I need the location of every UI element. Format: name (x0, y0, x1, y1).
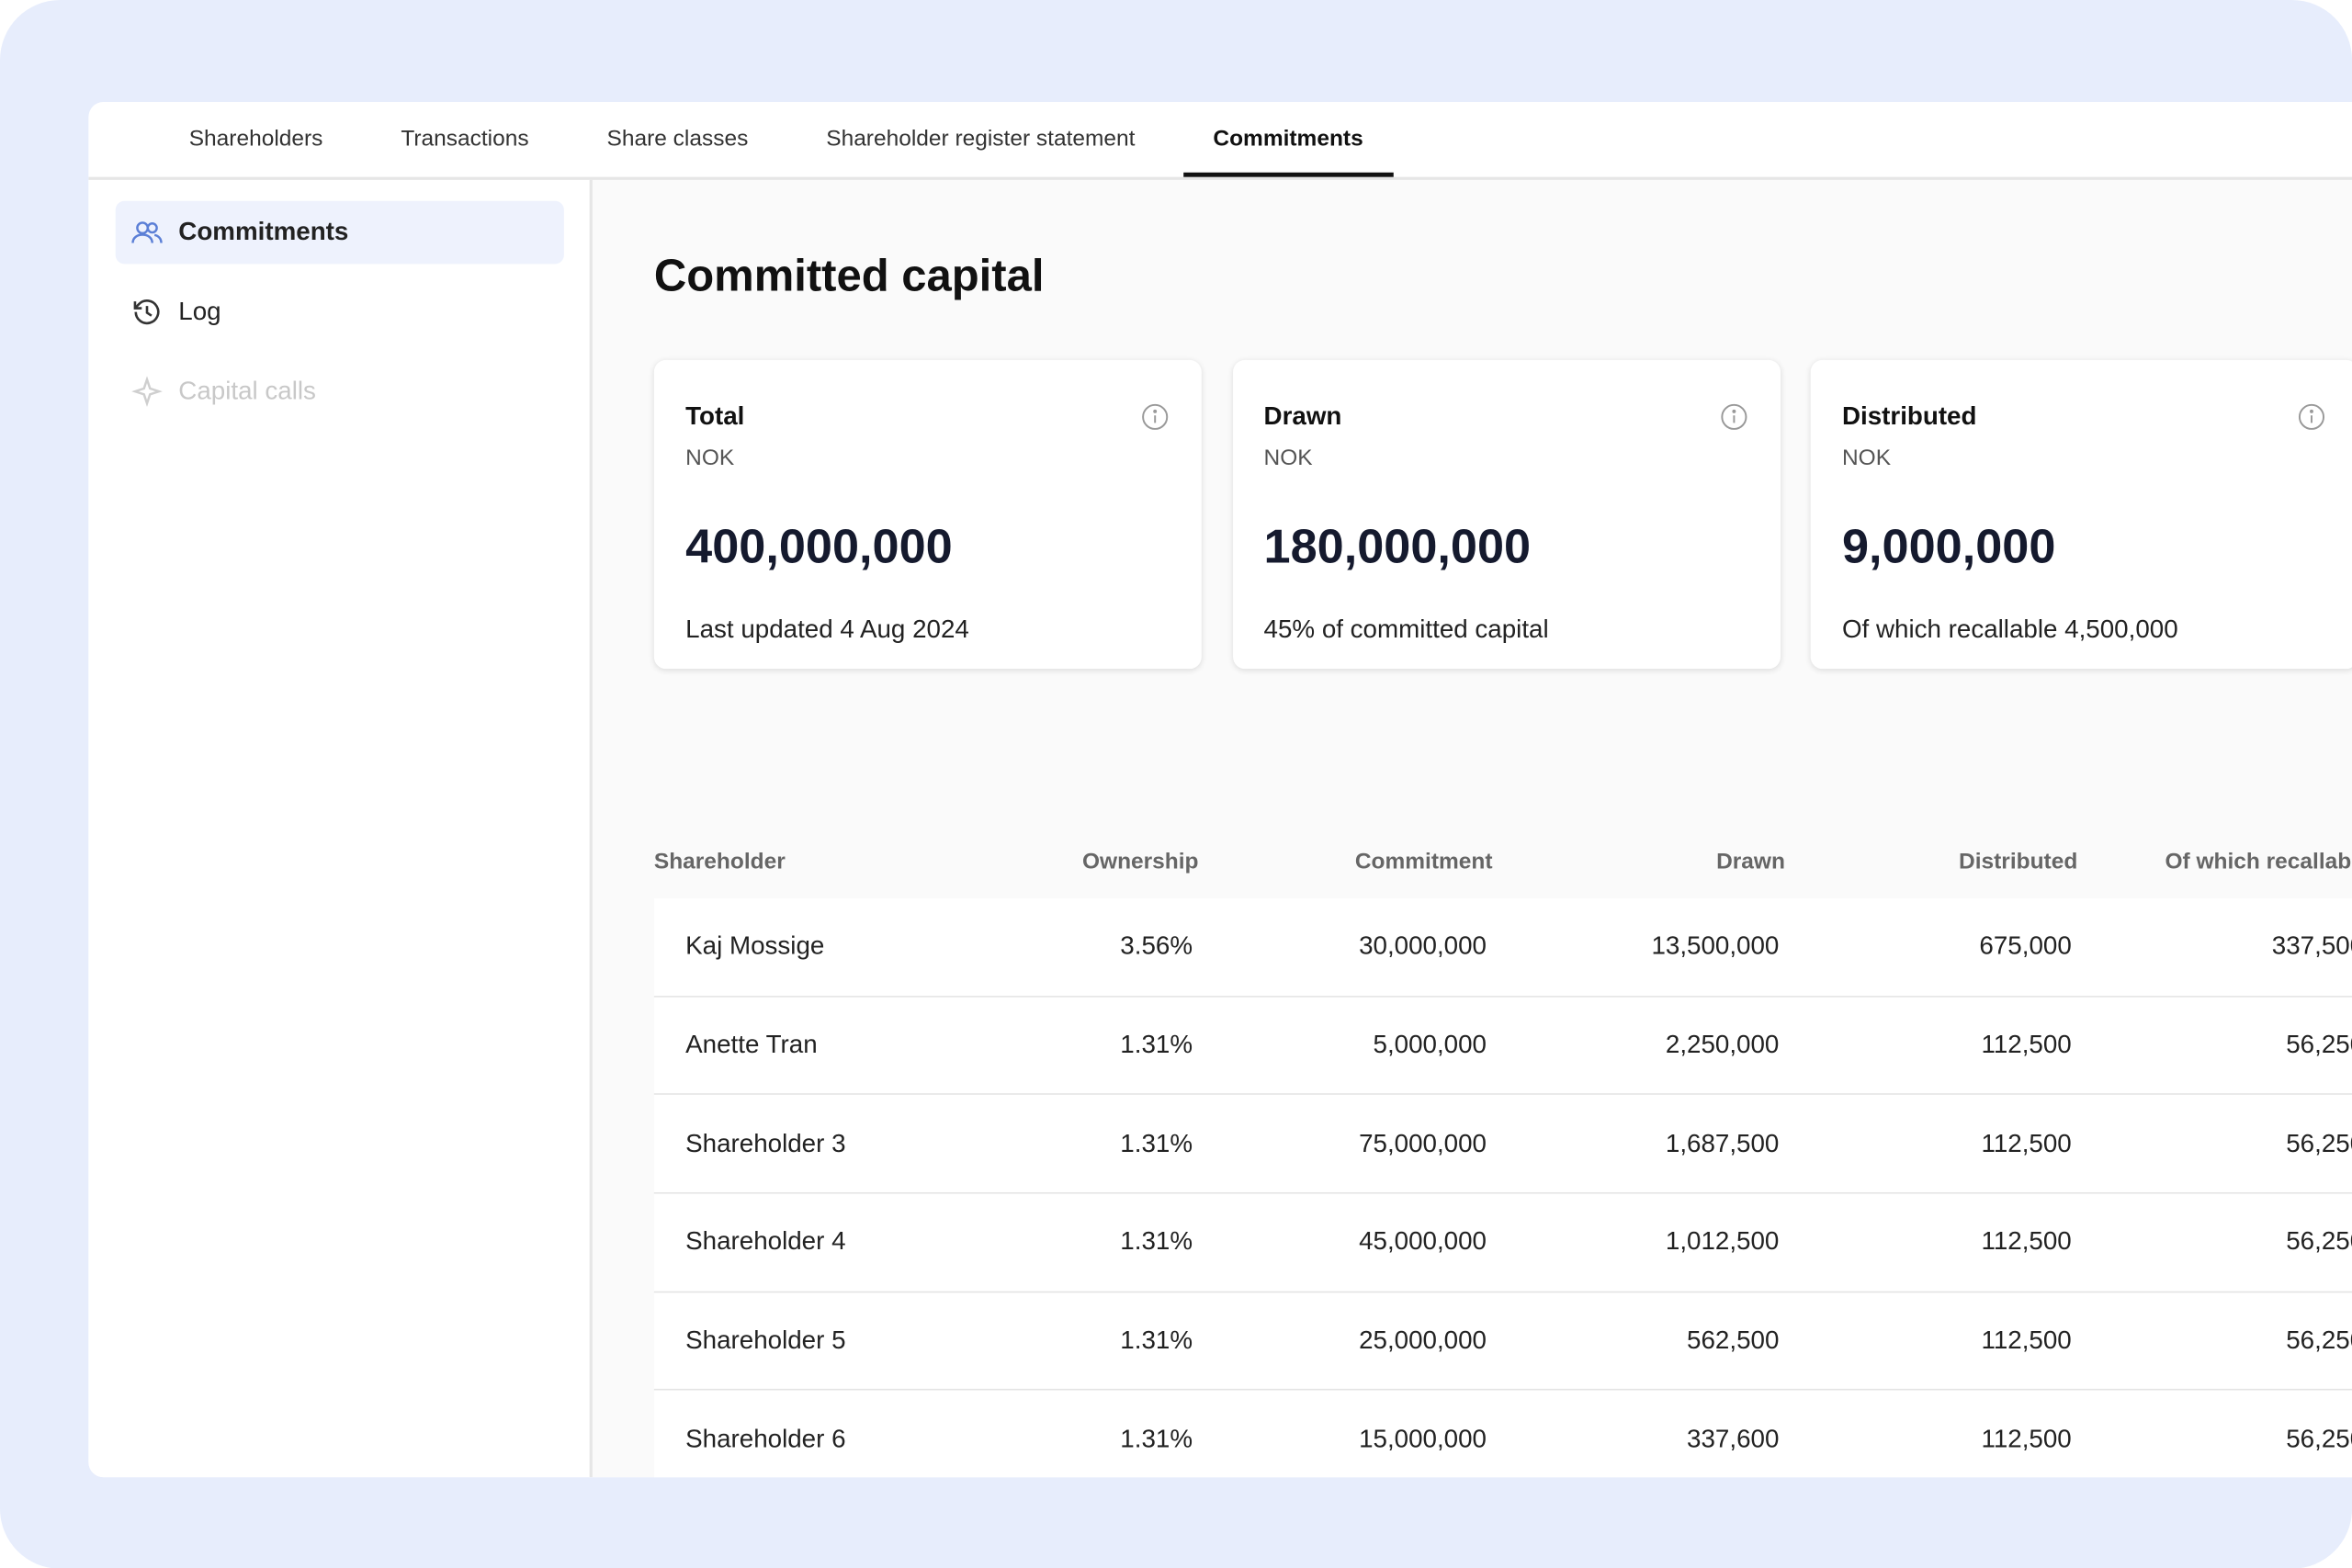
table-cell: 1.31% (1120, 1128, 1193, 1157)
table-cell: 337,500 (2271, 931, 2352, 961)
table-cell: 337,600 (1687, 1424, 1780, 1453)
tab-bar: Shareholders Transactions Share classes Sha… (88, 102, 2352, 180)
card-currency: NOK (1841, 445, 1892, 471)
table-row[interactable]: Shareholder 5 1.31% 25,000,000 562,500 112,5… (653, 1292, 2352, 1392)
table-row[interactable]: Shareholder 4 1.31% 45,000,000 1,012,500 112… (653, 1193, 2352, 1292)
table-cell: 15,000,000 (1359, 1424, 1487, 1453)
table-cell: 56,250 (2286, 1325, 2352, 1355)
card-currency: NOK (1263, 445, 1313, 471)
table-cell: 1.31% (1120, 1325, 1193, 1355)
page-title: Committed capital (653, 252, 1045, 302)
header-cell: Shareholder (653, 849, 786, 874)
table-cell: Shareholder 6 (685, 1424, 846, 1453)
card-title: Distributed (1841, 401, 1977, 431)
card-note: 45% of committed capital (1263, 615, 1549, 644)
card-title: Total (685, 401, 745, 431)
table-cell: 5,000,000 (1373, 1030, 1487, 1059)
content: Committed capital Total NOK 400,000,000 Las… (592, 179, 2352, 1478)
sidebar: Commitments Log Capital calls (88, 179, 593, 1478)
table-cell: 112,500 (1981, 1128, 2072, 1157)
summary-card: Distributed NOK 9,000,000 Of which recallab… (1810, 359, 2352, 670)
card-note: Last updated 4 Aug 2024 (685, 615, 969, 644)
card-value: 400,000,000 (685, 518, 953, 573)
table-cell: Shareholder 4 (685, 1227, 846, 1257)
table-cell: 112,500 (1981, 1227, 2072, 1257)
card-currency: NOK (685, 445, 735, 471)
table-row[interactable]: Shareholder 6 1.31% 15,000,000 337,600 112,5… (653, 1391, 2352, 1478)
summary-card: Drawn NOK 180,000,000 45% of committed capi… (1232, 359, 1781, 670)
table-cell: 562,500 (1687, 1325, 1780, 1355)
table-row[interactable]: Shareholder 3 1.31% 75,000,000 1,687,500 112… (653, 1095, 2352, 1194)
sidebar-label: Log (178, 297, 221, 326)
card-value: 180,000,000 (1263, 518, 1532, 573)
card-note: Of which recallable 4,500,000 (1841, 615, 2178, 644)
info-icon[interactable] (2298, 403, 2325, 430)
table-cell: 56,250 (2286, 1424, 2352, 1453)
table-cell: 112,500 (1981, 1030, 2072, 1059)
table-cell: Anette Tran (685, 1030, 818, 1059)
sidebar-label: Capital calls (178, 376, 316, 405)
header-cell: Commitment (1354, 849, 1493, 874)
tab[interactable]: Commitments (1182, 102, 1394, 177)
tab[interactable]: Shareholder register statement (826, 126, 1136, 152)
card-value: 9,000,000 (1841, 518, 2056, 573)
info-icon[interactable] (1720, 403, 1747, 430)
sidebar-item[interactable]: Commitments (115, 200, 564, 265)
table-cell: 56,250 (2286, 1030, 2352, 1059)
header-cell: Drawn (1716, 849, 1785, 874)
sidebar-label: Commitments (178, 217, 349, 246)
table-cell: 45,000,000 (1359, 1227, 1487, 1257)
icon (131, 376, 163, 407)
table-cell: 30,000,000 (1359, 931, 1487, 961)
header-cell: Ownership (1081, 849, 1199, 874)
table-cell: 112,500 (1981, 1424, 2072, 1453)
table-cell: 2,250,000 (1665, 1030, 1780, 1059)
header-cell: Of which recallable (2165, 849, 2352, 874)
table-cell: 1,012,500 (1665, 1227, 1780, 1257)
sidebar-item[interactable]: Log (116, 280, 564, 344)
table-cell: 13,500,000 (1651, 931, 1780, 961)
table-cell: 112,500 (1981, 1325, 2072, 1355)
table-cell: 56,250 (2286, 1128, 2352, 1157)
table-row[interactable]: Anette Tran 1.31% 5,000,000 2,250,000 112,50… (653, 997, 2352, 1096)
table-row[interactable]: Kaj Mossige 3.56% 30,000,000 13,500,000 675,… (653, 897, 2352, 998)
table-cell: 1.31% (1120, 1030, 1193, 1059)
tab[interactable]: Share classes (606, 126, 749, 152)
table-cell: Shareholder 3 (685, 1128, 846, 1157)
tab[interactable]: Shareholders (188, 126, 323, 152)
header-cell: Distributed (1959, 849, 2078, 874)
table-cell: Shareholder 5 (685, 1325, 846, 1355)
table-cell: 1,687,500 (1665, 1128, 1780, 1157)
commitments-table: Shareholder Ownership Commitment Drawn Distr… (653, 825, 2352, 1478)
table-cell: 3.56% (1120, 931, 1193, 961)
sidebar-item: Capital calls (116, 360, 564, 423)
icon (131, 221, 163, 243)
table-cell: Kaj Mossige (685, 931, 825, 961)
header-row: Shareholder Ownership Commitment Drawn Distr… (654, 825, 2352, 898)
table-cell: 1.31% (1120, 1424, 1193, 1453)
table-cell: 56,250 (2286, 1227, 2352, 1257)
info-icon[interactable] (1141, 403, 1169, 430)
app-window: Shareholders Transactions Share classes Sha… (88, 102, 2352, 1478)
card-title: Drawn (1263, 401, 1342, 431)
table-cell: 25,000,000 (1359, 1325, 1487, 1355)
table-cell: 1.31% (1120, 1227, 1193, 1257)
table-cell: 75,000,000 (1359, 1128, 1487, 1157)
icon (133, 299, 160, 325)
table-cell: 675,000 (1979, 931, 2072, 961)
summary-card: Total NOK 400,000,000 Last updated 4 Aug 20… (653, 359, 1202, 670)
tab[interactable]: Transactions (401, 126, 529, 152)
